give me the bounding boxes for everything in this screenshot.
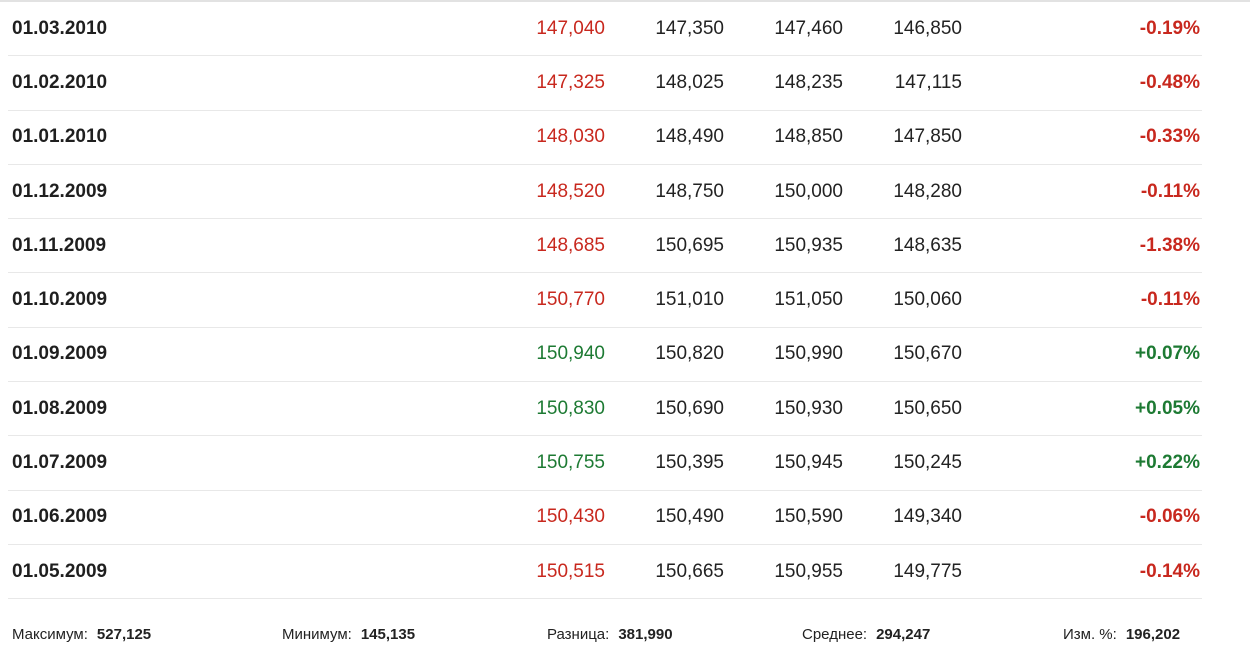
row-low: 148,635 xyxy=(893,234,962,256)
row-high: 150,000 xyxy=(774,180,843,202)
row-low: 147,115 xyxy=(894,71,962,93)
row-open: 150,820 xyxy=(655,343,724,365)
table-row: 01.09.2009 150,940 150,820 150,990 150,670 +0… xyxy=(8,328,1202,383)
row-price: 148,685 xyxy=(536,234,605,256)
row-date: 01.12.2009 xyxy=(12,180,108,202)
row-open: 150,695 xyxy=(655,234,724,256)
row-change-percent: -0.14% xyxy=(1139,560,1200,582)
stat-maximum-value: 527,125 xyxy=(96,626,152,643)
row-high: 150,990 xyxy=(774,343,843,365)
row-open: 148,490 xyxy=(655,126,724,148)
table-row: 01.11.2009 148,685 150,695 150,935 148,635 -1… xyxy=(8,219,1202,274)
table-top-border xyxy=(0,0,1250,2)
row-change-percent: -1.38% xyxy=(1139,234,1200,256)
stat-maximum: Максимум: 527,125 xyxy=(12,626,151,643)
stat-minimum-label: Минимум: xyxy=(282,626,352,643)
row-price: 150,830 xyxy=(536,397,605,419)
table-row: 01.03.2010 147,040 147,350 147,460 146,850 -0… xyxy=(8,2,1202,57)
row-low: 150,670 xyxy=(893,343,962,365)
row-price: 150,755 xyxy=(536,452,605,474)
row-price: 150,940 xyxy=(536,343,605,365)
row-high: 148,850 xyxy=(774,126,843,148)
row-price: 150,770 xyxy=(536,289,605,311)
row-change-percent: -0.11% xyxy=(1140,289,1200,311)
row-change-percent: +0.22% xyxy=(1135,452,1200,474)
stat-change-percent-label: Изм. %: xyxy=(1063,626,1117,643)
row-open: 148,025 xyxy=(655,71,724,93)
stat-average-value: 294,247 xyxy=(876,626,931,643)
row-low: 150,650 xyxy=(893,397,962,419)
table-row: 01.07.2009 150,755 150,395 150,945 150,245 +0… xyxy=(8,436,1202,491)
table-row: 01.01.2010 148,030 148,490 148,850 147,850 -0… xyxy=(8,111,1202,165)
table-row: 01.08.2009 150,830 150,690 150,930 150,650 +0… xyxy=(8,382,1202,437)
row-change-percent: +0.07% xyxy=(1135,343,1200,365)
stat-minimum: Минимум: 145,135 xyxy=(282,626,415,643)
row-change-percent: -0.06% xyxy=(1139,506,1200,528)
row-date: 01.06.2009 xyxy=(12,506,108,528)
row-low: 149,775 xyxy=(893,560,962,582)
row-date: 01.01.2010 xyxy=(12,126,108,148)
row-open: 151,010 xyxy=(655,289,724,311)
row-date: 01.05.2009 xyxy=(12,560,108,582)
row-high: 150,930 xyxy=(774,397,843,419)
table-row: 01.12.2009 148,520 148,750 150,000 148,280 -0… xyxy=(8,165,1202,220)
table-row: 01.05.2009 150,515 150,665 150,955 149,775 -0… xyxy=(8,545,1202,600)
row-change-percent: -0.19% xyxy=(1139,17,1200,39)
row-date: 01.02.2010 xyxy=(12,71,108,93)
row-open: 148,750 xyxy=(655,180,724,202)
stat-maximum-label: Максимум: xyxy=(12,626,88,643)
row-price: 150,430 xyxy=(536,506,605,528)
row-high: 150,590 xyxy=(774,506,843,528)
row-date: 01.07.2009 xyxy=(12,452,108,474)
row-high: 150,955 xyxy=(774,560,843,582)
row-price: 147,040 xyxy=(536,17,605,39)
row-open: 147,350 xyxy=(655,17,724,39)
row-low: 146,850 xyxy=(893,17,962,39)
row-high: 148,235 xyxy=(774,71,843,93)
row-open: 150,690 xyxy=(655,397,724,419)
row-high: 151,050 xyxy=(774,289,843,311)
table-row: 01.06.2009 150,430 150,490 150,590 149,340 -0… xyxy=(8,491,1202,545)
row-open: 150,490 xyxy=(655,506,724,528)
row-date: 01.09.2009 xyxy=(12,343,108,365)
row-date: 01.08.2009 xyxy=(12,397,108,419)
history-table: 01.03.2010 147,040 147,350 147,460 146,850 -0… xyxy=(8,2,1202,600)
row-price: 148,520 xyxy=(536,180,605,202)
stat-change-percent-value: 196,202 xyxy=(1125,626,1181,643)
row-date: 01.03.2010 xyxy=(12,17,108,39)
row-low: 147,850 xyxy=(893,126,962,148)
table-row: 01.10.2009 150,770 151,010 151,050 150,060 -0… xyxy=(8,273,1202,328)
row-price: 147,325 xyxy=(536,71,605,93)
row-low: 149,340 xyxy=(893,506,962,528)
row-high: 150,945 xyxy=(774,452,843,474)
stat-average-label: Среднее: xyxy=(802,626,868,643)
row-date: 01.11.2009 xyxy=(12,234,107,256)
stat-difference-label: Разница: xyxy=(547,626,610,643)
row-low: 150,245 xyxy=(893,452,962,474)
stat-difference-value: 381,990 xyxy=(618,626,673,643)
row-low: 150,060 xyxy=(893,289,962,311)
row-change-percent: -0.33% xyxy=(1139,126,1200,148)
stat-minimum-value: 145,135 xyxy=(360,626,416,643)
row-open: 150,395 xyxy=(655,452,724,474)
row-date: 01.10.2009 xyxy=(12,289,108,311)
row-change-percent: -0.11% xyxy=(1140,180,1200,202)
row-change-percent: -0.48% xyxy=(1139,71,1200,93)
row-high: 150,935 xyxy=(774,234,843,256)
row-change-percent: +0.05% xyxy=(1135,397,1200,419)
row-high: 147,460 xyxy=(774,17,843,39)
row-price: 150,515 xyxy=(536,560,605,582)
summary-stats: Максимум: 527,125 Минимум: 145,135 Разница… xyxy=(0,612,1250,656)
row-open: 150,665 xyxy=(655,560,724,582)
row-low: 148,280 xyxy=(893,180,962,202)
row-price: 148,030 xyxy=(536,126,605,148)
stat-average: Среднее: 294,247 xyxy=(802,626,930,643)
stat-change-percent: Изм. %: 196,202 xyxy=(1063,626,1180,643)
table-row: 01.02.2010 147,325 148,025 148,235 147,115 -0… xyxy=(8,56,1202,111)
stat-difference: Разница: 381,990 xyxy=(547,626,673,643)
